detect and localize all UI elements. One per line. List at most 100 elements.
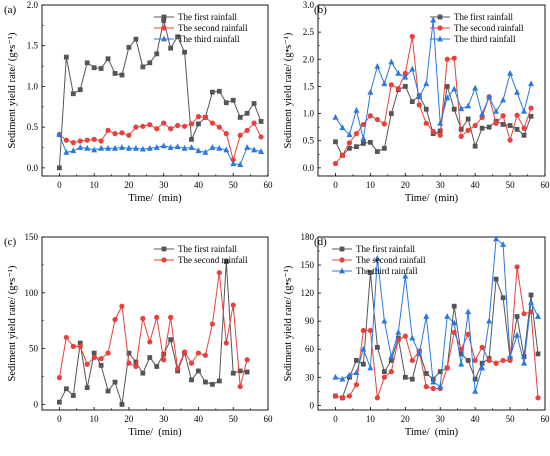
panel-3-series-2-point — [209, 321, 215, 327]
panel-1-x-tick-label: 50 — [229, 180, 239, 190]
panel-2-series-2-point — [381, 121, 387, 127]
panel-1-series-2-point — [105, 127, 111, 133]
panel-3-series-2-point — [133, 363, 139, 370]
panel-4-label: (d) — [314, 236, 327, 248]
panel-2-series-3-point — [339, 124, 346, 131]
panel-2-series-3-point — [353, 106, 360, 113]
panel-3-series-1-point — [56, 399, 62, 405]
panel-4-series-1-point — [437, 369, 443, 375]
panel-1-x-tick-label: 40 — [194, 180, 204, 190]
panel-4-series-3-point — [430, 378, 437, 385]
panel-2-series-3-point — [332, 113, 339, 120]
panel-1-y-tick-label: 2.0 — [27, 0, 39, 10]
panel-1-series-3-point — [153, 144, 160, 150]
panel-2-series-1-point — [361, 141, 366, 146]
panel-1-series-3-point — [209, 144, 216, 150]
panel-4-series-1-point — [374, 344, 380, 350]
panel-4-y-tick-label: 180 — [301, 232, 315, 242]
panel-1-series-1-point — [133, 36, 139, 42]
panel-3-series-1-point — [147, 355, 153, 360]
panel-4-series-3-point — [486, 317, 493, 324]
panel-4-series-2-point — [430, 385, 436, 392]
panel-1-label: (a) — [4, 4, 17, 16]
panel-4-series-1-line — [335, 272, 539, 399]
panel-1-y-tick-label: 1.0 — [27, 81, 39, 91]
panel-2-series-2-point — [444, 56, 450, 62]
panel-2-series-2-point — [521, 125, 527, 131]
panel-1-series-3-point — [63, 148, 70, 155]
panel-4-series-3-point — [528, 299, 535, 305]
panel-3-legend-label-1: The first rainfall — [178, 244, 237, 254]
panel-2-series-2-point — [388, 82, 394, 88]
panel-3-series-1-point — [119, 402, 125, 407]
panel-1-series-1-point — [182, 49, 187, 55]
panel-3-x-tick-label: 40 — [194, 414, 204, 424]
panel-4-series-1-point — [367, 270, 373, 275]
panel-4-series-1-point — [388, 358, 394, 363]
panel-2-series-2-point — [500, 113, 506, 119]
panel-1-series-1-point — [119, 72, 125, 78]
panel-3-series-1-point — [98, 362, 104, 368]
panel-4-series-3-point — [402, 272, 409, 279]
panel-4-series-2-point — [479, 344, 485, 350]
panel-3-label: (c) — [4, 236, 17, 248]
panel-3-x-tick-label: 10 — [90, 414, 100, 424]
panel-2-series-1-point — [465, 116, 471, 122]
panel-4-series-1-point — [528, 292, 534, 298]
panel-1-series-3-point — [202, 148, 209, 155]
panel-1-series-2-point — [140, 123, 146, 129]
panel-2-series-2-point — [465, 127, 471, 133]
panel-2-series-2-point — [451, 55, 457, 61]
panel-3-series-1-point — [91, 350, 97, 356]
panel-1-series-3-point — [223, 146, 230, 153]
panel-2-x-tick-label: 30 — [436, 180, 446, 190]
panel-4-y-tick-label: 30 — [305, 372, 315, 382]
panel-2-frame — [317, 4, 546, 177]
panel-2-series-2-point — [493, 120, 499, 126]
panel-2-series-2-point — [374, 116, 380, 123]
panel-4-series-1-point — [500, 295, 506, 301]
panel-2-y-tick-label: 2.0 — [303, 54, 315, 64]
panel-2-series-1-point — [402, 84, 408, 89]
panel-2-series-3-point — [521, 108, 528, 114]
panel-3-frame — [41, 236, 269, 411]
panel-2-label: (b) — [314, 4, 327, 16]
panel-1-series-2-point — [133, 124, 139, 130]
panel-1-series-3-point — [167, 144, 174, 150]
panel-1-series-2-point — [209, 120, 215, 126]
panel-3-y-axis-label: Sediment yield rate/ (g•s⁻¹) — [7, 265, 18, 381]
panel-4-series-3-point — [493, 235, 500, 242]
panel-4-series-2-point — [521, 311, 527, 317]
panel-3-series-2-point — [91, 354, 97, 361]
panel-1-series-3-point — [84, 144, 91, 151]
panel-3-series-2-point — [154, 314, 160, 320]
panel-2-legend-label-1: The first rainfall — [454, 12, 513, 22]
panel-4-series-3-point — [381, 317, 388, 324]
panel-1-x-tick-label: 0 — [57, 180, 62, 190]
panel-1-legend-marker-1 — [161, 14, 167, 20]
panel-1-series-1-point — [98, 66, 104, 71]
panel-2-series-2-point — [472, 122, 478, 129]
panel-4-series-1-point — [354, 358, 359, 363]
panel-1-series-1-point — [84, 60, 90, 66]
panel-2-series-1-point — [333, 139, 338, 145]
panel-1-series-1-point — [161, 18, 167, 23]
panel-4-series-2-point — [528, 309, 534, 315]
panel-3-series-2-point — [119, 303, 125, 309]
panel-1-series-3-point — [237, 161, 244, 167]
panel-2-series-1-point — [451, 106, 457, 112]
panel-4-series-1-point — [465, 358, 471, 363]
panel-1-series-2-point — [216, 124, 222, 130]
panel-3-series-1-point — [223, 259, 229, 264]
panel-2-series-2-point — [353, 131, 360, 137]
panel-4-series-3-point — [332, 373, 339, 380]
panel-2-series-3-point — [486, 93, 493, 100]
panel-1-series-2-point — [119, 130, 125, 136]
panel-1-legend-label-2: The second rainfall — [178, 23, 248, 33]
panel-4-series-2-point — [346, 393, 353, 399]
panel-2-series-1-point — [381, 145, 387, 151]
panel-1-series-1-point — [154, 51, 160, 57]
panel-4-x-tick-label: 30 — [436, 414, 446, 424]
panel-4-legend-label-2: The second rainfall — [356, 255, 426, 265]
panel-3-y-tick-label: 150 — [25, 232, 39, 242]
